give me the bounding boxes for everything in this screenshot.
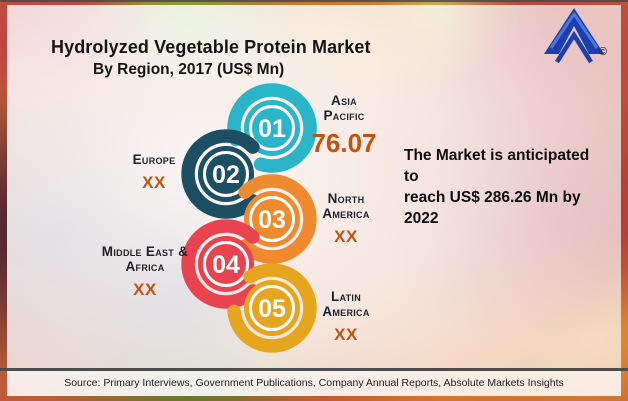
rank-badge-ring	[249, 285, 295, 331]
region-label-middle-east-africa: Middle East & Africa XX	[92, 244, 198, 300]
forecast-line-1: The Market is anticipated to	[404, 147, 590, 185]
chart-title: Hydrolyzed Vegetable Protein Market	[51, 37, 371, 57]
region-value: 76.07	[311, 127, 377, 158]
rank-number: 02	[212, 161, 240, 189]
rank-badge-ring	[249, 105, 295, 151]
rank-badge	[244, 100, 300, 156]
swirl-arc	[227, 83, 317, 173]
absolute-markets-insights-logo: ©	[541, 6, 613, 64]
region-value: XX	[142, 172, 166, 192]
swirl-arc	[238, 174, 317, 264]
region-swirl-01: 01	[227, 83, 317, 173]
region-value: XX	[133, 279, 157, 299]
region-label-europe: Europe XX	[108, 152, 200, 193]
footer-strip	[7, 371, 621, 396]
region-name: Latin America	[300, 289, 392, 320]
rank-number: 03	[258, 206, 286, 234]
region-name-line: Europe	[132, 152, 176, 167]
forecast-annotation: The Market is anticipated to reach US$ 2…	[404, 146, 599, 230]
region-value: XX	[334, 324, 358, 344]
region-swirl-03: 03	[238, 174, 317, 264]
region-name-line: Pacific	[323, 107, 365, 123]
region-name-line: Middle East &	[101, 244, 189, 259]
region-name-line: Africa	[125, 258, 165, 274]
swirl-arc	[181, 219, 260, 309]
forecast-line-2: reach US$ 286.26 Mn by 2022	[404, 188, 581, 227]
rank-badge-ring	[249, 196, 295, 242]
rank-number: 04	[212, 251, 240, 279]
rank-number: 01	[258, 115, 286, 143]
chart-subtitle: By Region, 2017 (US$ Mn)	[93, 61, 285, 78]
region-name: North America	[300, 191, 392, 222]
rank-badge	[198, 236, 254, 292]
region-name: Asia Pacific	[298, 93, 390, 124]
region-swirl-05: 05	[227, 263, 317, 353]
copyright-icon: ©	[598, 46, 607, 58]
rank-badge-ring	[203, 151, 249, 197]
region-name-line: Latin	[330, 289, 362, 304]
region-name: Middle East & Africa	[92, 244, 198, 275]
rank-badge-ring	[203, 241, 249, 287]
region-swirl-04: 04	[181, 219, 260, 309]
source-note: Source: Primary Interviews, Government P…	[64, 377, 564, 389]
swirl-arc	[181, 129, 260, 219]
region-label-asia-pacific: Asia Pacific 76.07	[298, 93, 390, 159]
region-name-line: America	[322, 303, 370, 319]
region-label-north-america: North America XX	[300, 191, 392, 247]
region-name-line: America	[322, 205, 370, 221]
top-border-line	[0, 0, 628, 2]
rank-number: 05	[258, 295, 286, 323]
region-name: Europe	[108, 152, 200, 168]
white-overlay	[7, 5, 621, 396]
swirl-arc	[227, 263, 317, 353]
region-value: XX	[334, 226, 358, 246]
footer-divider-line	[0, 368, 628, 371]
region-label-latin-america: Latin America XX	[300, 289, 392, 345]
rank-badge	[244, 280, 300, 336]
region-name-line: North	[327, 191, 365, 206]
region-name-line: Asia	[331, 93, 357, 108]
mountain-chevron-icon	[544, 8, 604, 64]
